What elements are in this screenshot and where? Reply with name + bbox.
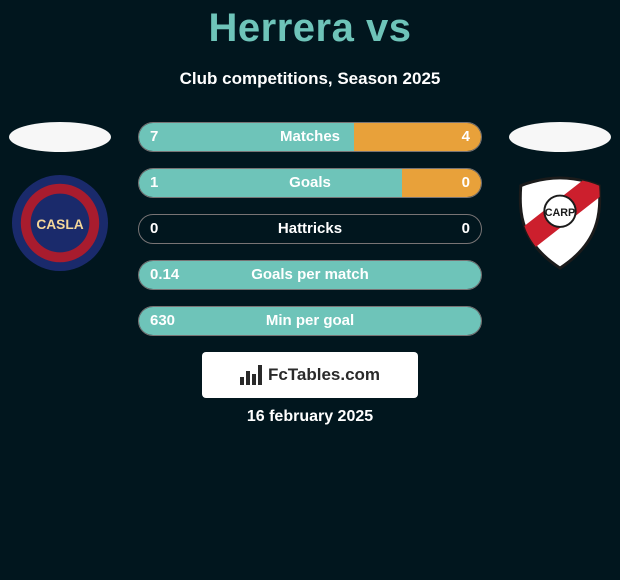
stat-row: 1Goals0 xyxy=(0,168,620,198)
stat-label: Min per goal xyxy=(138,306,482,336)
stat-row: 0.14Goals per match xyxy=(0,260,620,290)
bar-chart-icon xyxy=(240,365,262,385)
date-line: 16 february 2025 xyxy=(0,408,620,426)
page-title: Herrera vs xyxy=(0,0,620,51)
stat-row: 7Matches4 xyxy=(0,122,620,152)
brand-footer: FcTables.com xyxy=(202,352,418,398)
brand-text: FcTables.com xyxy=(268,365,380,385)
stat-row: 0Hattricks0 xyxy=(0,214,620,244)
stat-label: Goals xyxy=(138,168,482,198)
stat-value-right: 4 xyxy=(462,122,470,152)
stat-value-right: 0 xyxy=(462,168,470,198)
stat-value-right: 0 xyxy=(462,214,470,244)
stat-label: Hattricks xyxy=(138,214,482,244)
stat-label: Goals per match xyxy=(138,260,482,290)
stat-label: Matches xyxy=(138,122,482,152)
stat-row: 630Min per goal xyxy=(0,306,620,336)
stats-area: 7Matches41Goals00Hattricks00.14Goals per… xyxy=(0,122,620,352)
subtitle: Club competitions, Season 2025 xyxy=(0,69,620,89)
